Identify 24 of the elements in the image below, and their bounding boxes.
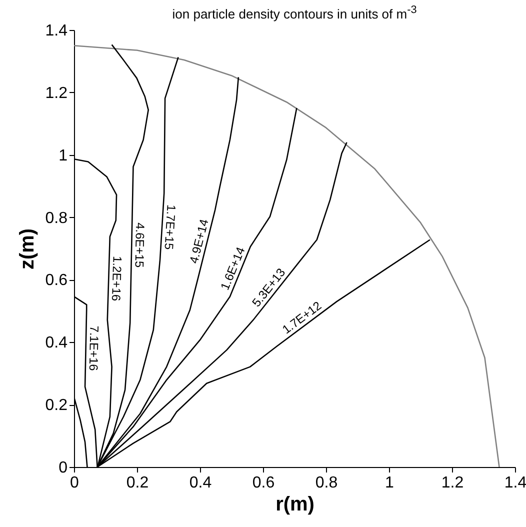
x-tick-label: 0.6 <box>252 474 275 492</box>
y-axis-title: z(m) <box>16 228 38 270</box>
x-tick-label: 1 <box>385 474 394 492</box>
text: 4.6E+15 <box>132 222 148 268</box>
y-tick-label: 0.4 <box>45 334 68 352</box>
x-tick-label: 1.2 <box>441 474 464 492</box>
text: 1.2E+16 <box>108 256 124 302</box>
y-tick-label: 0 <box>58 460 68 476</box>
y-tick-label: 1.4 <box>45 22 68 40</box>
y-tick-label: 0.8 <box>45 210 68 227</box>
y-tick-label: 1 <box>58 147 68 164</box>
y-tick-label: 0.2 <box>45 397 68 414</box>
text: 4.9E+14 <box>186 217 212 265</box>
x-tick-label: 0 <box>70 474 80 492</box>
x-tick-label: 0.2 <box>126 474 149 492</box>
x-tick-label: 1.4 <box>504 474 526 492</box>
y-tick-label: 0.6 <box>45 272 68 290</box>
y-tick-label: 1.2 <box>45 84 68 102</box>
x-axis-title: r(m) <box>276 494 314 516</box>
text: 1.7E+15 <box>162 204 178 250</box>
x-tick-label: 0.8 <box>315 474 338 492</box>
chart-title: ion particle density contours in units of m$^{-3}$ <box>171 4 418 22</box>
text: 7.1E+16 <box>86 326 102 372</box>
x-tick-label: 0.4 <box>189 474 212 492</box>
